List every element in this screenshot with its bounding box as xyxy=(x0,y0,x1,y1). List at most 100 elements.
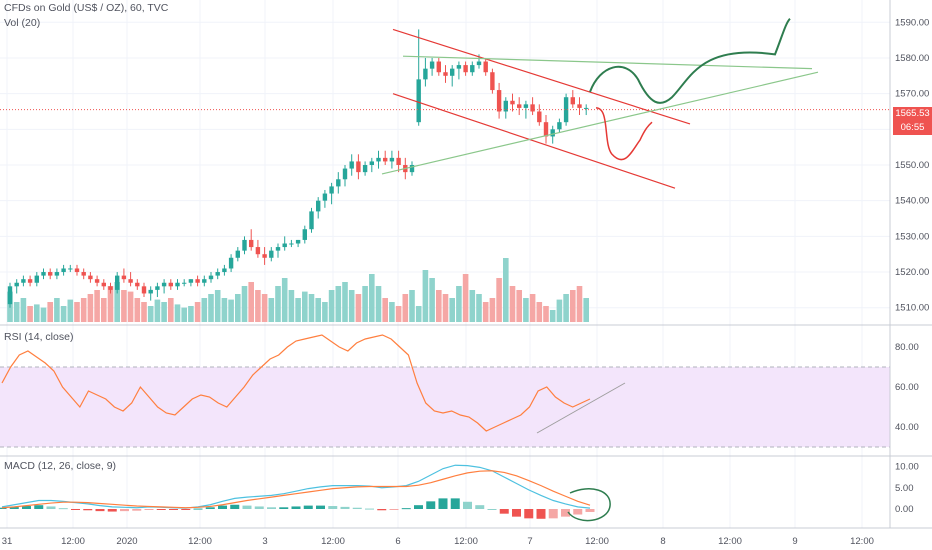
candle-body xyxy=(389,157,395,162)
rsi-label[interactable]: RSI (14, close) xyxy=(4,331,74,343)
macd-histogram-bar xyxy=(0,507,7,509)
candle-body xyxy=(496,90,502,112)
candle-body xyxy=(329,186,334,194)
candle-body xyxy=(54,272,60,276)
macd-histogram-bar xyxy=(291,506,301,509)
macd-histogram-bar xyxy=(450,498,460,509)
candle-body xyxy=(423,68,428,80)
volume-bar xyxy=(449,298,455,322)
macd-histogram-bar xyxy=(120,509,129,512)
volume-bar xyxy=(556,299,563,322)
candle-body xyxy=(550,129,555,137)
macd-histogram-bar xyxy=(475,505,485,509)
volume-bar xyxy=(442,294,449,322)
volume-bar xyxy=(20,298,27,322)
candle-body xyxy=(322,193,328,201)
price-tick-label: 1510.00 xyxy=(895,303,929,314)
volume-bar xyxy=(235,294,241,322)
candle-body xyxy=(517,104,522,108)
volume-bar xyxy=(147,306,154,322)
projection-up-path xyxy=(589,17,791,104)
volume-bar xyxy=(402,294,409,322)
candle-body xyxy=(577,104,582,108)
candle-body xyxy=(88,275,93,280)
candle-body xyxy=(269,250,274,258)
candle-body xyxy=(155,286,160,290)
macd-histogram-bar xyxy=(193,508,203,510)
macd-histogram-bar xyxy=(71,509,80,510)
candle-body xyxy=(483,61,488,73)
candle-body xyxy=(135,282,140,287)
volume-bar xyxy=(201,298,208,322)
time-tick-label: 12:00 xyxy=(321,536,345,547)
volume-bar xyxy=(389,302,395,322)
candle-body xyxy=(235,250,240,258)
candle-body xyxy=(383,157,388,162)
macd-histogram-bar xyxy=(316,505,325,509)
volume-bar xyxy=(436,290,442,322)
macd-histogram-bar xyxy=(438,498,448,509)
candle-body xyxy=(436,61,441,73)
candle-body xyxy=(228,257,234,269)
candle-body xyxy=(362,165,368,173)
price-tick-label: 1540.00 xyxy=(895,196,929,207)
macd-histogram-bar xyxy=(548,509,558,519)
price-tick-label: 1520.00 xyxy=(895,267,929,278)
volume-bar xyxy=(409,290,415,322)
volume-bar xyxy=(261,294,268,322)
candle-body xyxy=(202,279,207,283)
volume-bar xyxy=(549,310,556,322)
candle-body xyxy=(537,111,542,123)
macd-histogram-bar xyxy=(512,509,521,517)
candle-body xyxy=(476,61,482,66)
macd-histogram-bar xyxy=(414,505,423,509)
chart-title: CFDs on Gold (US$ / OZ), 60, TVC xyxy=(4,2,169,14)
candle-body xyxy=(222,268,227,273)
time-tick-label: 2020 xyxy=(116,536,137,547)
volume-bar xyxy=(181,307,187,322)
candle-body xyxy=(510,100,515,105)
candle-body xyxy=(21,279,26,283)
volume-bar xyxy=(563,294,569,322)
macd-histogram-bar xyxy=(279,507,289,509)
time-tick-label: 8 xyxy=(660,536,665,547)
volume-label: Vol (20) xyxy=(4,17,41,29)
candle-body xyxy=(48,272,53,276)
volume-bar xyxy=(523,298,529,322)
macd-label[interactable]: MACD (12, 26, close, 9) xyxy=(4,460,117,472)
macd-histogram-bar xyxy=(95,509,105,512)
volume-bar xyxy=(214,290,221,322)
volume-bar xyxy=(295,298,301,322)
candle-body xyxy=(309,211,314,230)
macd-histogram-bar xyxy=(463,501,472,509)
candle-body xyxy=(584,107,589,109)
volume-bar xyxy=(456,286,462,322)
volume-bar xyxy=(355,294,362,322)
volume-bar xyxy=(87,294,94,322)
candle-body xyxy=(557,122,562,130)
volume-bar xyxy=(134,298,141,322)
macd-histogram-bar xyxy=(561,509,570,517)
price-tick-label: 1550.00 xyxy=(895,160,929,171)
volume-bar xyxy=(54,298,60,322)
candle-body xyxy=(282,243,287,248)
candle-body xyxy=(289,243,294,245)
candle-body xyxy=(262,254,267,258)
volume-bar xyxy=(536,302,543,322)
time-tick-label: 7 xyxy=(527,536,532,547)
macd-histogram-bar xyxy=(34,505,44,509)
volume-bar xyxy=(94,290,100,322)
time-tick-label: 12:00 xyxy=(850,536,874,547)
macd-histogram-bar xyxy=(377,509,387,511)
macd-histogram-bar xyxy=(9,506,19,509)
candle-body xyxy=(450,68,455,76)
candle-body xyxy=(376,157,381,162)
macd-histogram-bar xyxy=(58,508,68,510)
candle-body xyxy=(570,97,575,105)
volume-bar xyxy=(322,302,328,322)
candle-body xyxy=(523,104,529,108)
time-tick-label: 31 xyxy=(2,536,13,547)
candle-body xyxy=(68,268,73,270)
rsi-tick-label: 60.00 xyxy=(895,382,919,393)
